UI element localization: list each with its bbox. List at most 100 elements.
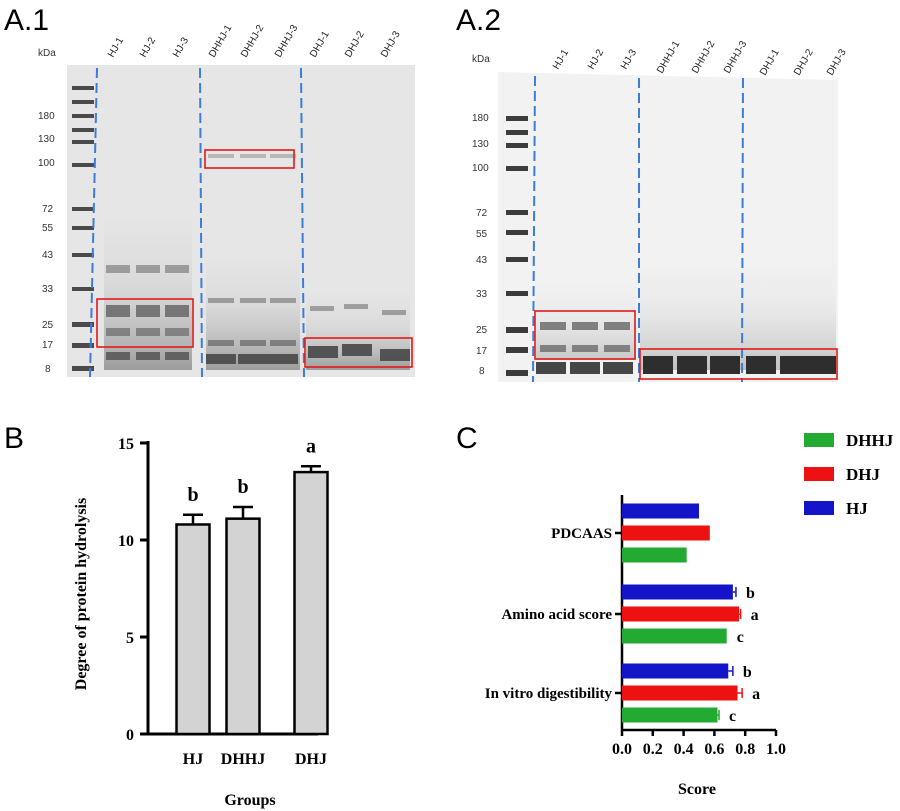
chart-c-significance-label: c bbox=[737, 629, 744, 646]
gel-a1-highlight-dhhj bbox=[204, 149, 295, 169]
mw-label: 72 bbox=[476, 208, 488, 219]
chart-c-legend-swatch bbox=[804, 467, 834, 481]
lane-label: DHJ-1 bbox=[758, 47, 782, 77]
gel-a1-smear-hj bbox=[104, 210, 192, 370]
mw-label: 43 bbox=[42, 250, 54, 261]
mw-label: 55 bbox=[476, 229, 488, 240]
chart-c-bar bbox=[622, 685, 738, 701]
chart-c-bar bbox=[622, 606, 740, 622]
mw-label: 33 bbox=[42, 284, 54, 295]
chart-b-significance-label: b bbox=[237, 476, 248, 498]
mw-label: 8 bbox=[45, 364, 51, 375]
gel-a2-mw-labels: 180 130 100 72 55 43 33 25 17 8 bbox=[472, 113, 489, 377]
lane-label: HJ-2 bbox=[138, 35, 158, 59]
gel-a1-highlight-dhj bbox=[304, 337, 413, 368]
chart-c-legend-swatch bbox=[804, 501, 834, 515]
chart-c-category-label: In vitro digestibility bbox=[485, 686, 613, 702]
chart-c-x-tick-label: 0.6 bbox=[704, 741, 724, 758]
lane-label: DHHJ-2 bbox=[239, 23, 267, 60]
gel-a2-lane-labels: HJ-1 HJ-2 HJ-3 DHHJ-1 DHHJ-2 DHHJ-3 DHJ-… bbox=[551, 39, 849, 78]
gel-a1-separator-3 bbox=[300, 67, 305, 378]
chart-c-legend-label: HJ bbox=[846, 499, 868, 518]
chart-b-y-tick-label: 5 bbox=[126, 630, 134, 647]
gel-a2-highlight-hj bbox=[534, 310, 636, 360]
mw-label: 130 bbox=[472, 139, 489, 150]
mw-label: 72 bbox=[42, 204, 54, 215]
panel-label-a1: A.1 bbox=[4, 4, 49, 37]
chart-b-y-tick-label: 15 bbox=[118, 436, 134, 453]
chart-b-bar bbox=[225, 517, 261, 736]
lane-label: DHJ-2 bbox=[792, 47, 816, 77]
chart-b-category-label: DHHJ bbox=[221, 751, 265, 768]
lane-label: HJ-1 bbox=[106, 35, 126, 59]
chart-c-significance-label: a bbox=[752, 686, 760, 703]
chart-c-significance-label: b bbox=[746, 585, 755, 602]
lane-label: HJ-1 bbox=[551, 47, 571, 71]
gel-a1-separator-1 bbox=[89, 67, 98, 378]
chart-b-category-label: DHJ bbox=[295, 751, 327, 768]
lane-label: HJ-3 bbox=[619, 47, 639, 71]
mw-label: 25 bbox=[476, 325, 488, 336]
gel-a2-ladder bbox=[506, 116, 528, 376]
chart-c-legend-label: DHHJ bbox=[846, 431, 894, 450]
chart-c-x-tick-label: 0.2 bbox=[643, 741, 663, 758]
chart-c-category-label: PDCAAS bbox=[551, 526, 612, 542]
gel-a1-mw-labels: 180 130 100 72 55 43 33 25 17 8 bbox=[38, 111, 55, 375]
gel-a2-bands-dh bbox=[643, 356, 836, 374]
mw-label: 17 bbox=[476, 346, 488, 357]
gel-a1-bands-dhj bbox=[308, 304, 410, 361]
mw-label: 25 bbox=[42, 320, 54, 331]
gel-a1-ladder bbox=[72, 86, 94, 371]
chart-c-legend-swatch bbox=[804, 433, 834, 447]
gel-a1-bands-hj bbox=[106, 265, 189, 360]
gel-a2-bands-hj bbox=[536, 322, 633, 374]
lane-label: DHHJ-1 bbox=[207, 23, 235, 60]
mw-label: 130 bbox=[38, 134, 55, 145]
gel-a2-smear bbox=[640, 260, 836, 370]
chart-b-y-tick-label: 0 bbox=[126, 727, 134, 744]
gel-a2-highlight-dh bbox=[639, 348, 838, 380]
chart-c-significance-label: c bbox=[729, 708, 736, 725]
mw-label: 43 bbox=[476, 255, 488, 266]
chart-c-bar bbox=[622, 584, 733, 600]
mw-label: 180 bbox=[38, 111, 55, 122]
chart-c-bar bbox=[622, 663, 729, 679]
gel-a1-kda-label: kDa bbox=[38, 48, 56, 59]
chart-c-bar bbox=[622, 503, 699, 519]
lane-label: DHJ-3 bbox=[379, 29, 403, 59]
chart-c-legend-label: DHJ bbox=[846, 465, 881, 484]
gel-a2: kDa 180 130 100 72 bbox=[472, 39, 849, 383]
gel-a1-bands-dhhj bbox=[206, 154, 298, 364]
chart-c: 0.0 0.2 0.4 0.6 0.8 1.0 PDCAAS Amino acid score… bbox=[485, 431, 894, 798]
chart-b-bar bbox=[293, 470, 329, 736]
gel-a1-lane-labels: HJ-1 HJ-2 HJ-3 DHHJ-1 DHHJ-2 DHHJ-3 DHJ-… bbox=[106, 23, 403, 60]
chart-b-x-axis-title: Groups bbox=[224, 792, 275, 809]
gel-a1: kDa bbox=[38, 23, 415, 378]
mw-label: 100 bbox=[472, 163, 489, 174]
chart-c-bar bbox=[622, 628, 727, 644]
chart-b-y-tick-label: 10 bbox=[118, 533, 134, 550]
chart-c-bar bbox=[622, 525, 710, 541]
mw-label: 33 bbox=[476, 289, 488, 300]
chart-c-category-label: Amino acid score bbox=[501, 607, 612, 623]
chart-c-bar bbox=[622, 707, 718, 723]
lane-label: HJ-2 bbox=[586, 47, 606, 71]
lane-label: DHJ-1 bbox=[308, 29, 332, 59]
chart-c-legend: DHHJ DHJ HJ bbox=[804, 431, 894, 518]
chart-c-x-tick-label: 1.0 bbox=[766, 741, 786, 758]
chart-c-significance-label: b bbox=[743, 664, 752, 681]
mw-label: 8 bbox=[479, 366, 485, 377]
chart-c-significance-label: a bbox=[751, 607, 759, 624]
lane-label: DHJ-3 bbox=[825, 47, 849, 77]
lane-label: HJ-3 bbox=[171, 35, 191, 59]
gel-a1-separator-2 bbox=[199, 67, 203, 378]
panel-label-c: C bbox=[456, 422, 478, 455]
lane-label: DHHJ-3 bbox=[273, 23, 301, 60]
panel-label-a2: A.2 bbox=[456, 4, 501, 37]
gel-a2-kda-label: kDa bbox=[472, 54, 490, 65]
lane-label: DHHJ-3 bbox=[722, 39, 750, 76]
chart-c-x-tick-label: 0.4 bbox=[674, 741, 694, 758]
chart-b: 0 5 10 15 b HJ b DHHJ a DHJ Degree of protein hy… bbox=[73, 435, 329, 809]
gel-a1-smear-dhhj bbox=[206, 250, 300, 370]
